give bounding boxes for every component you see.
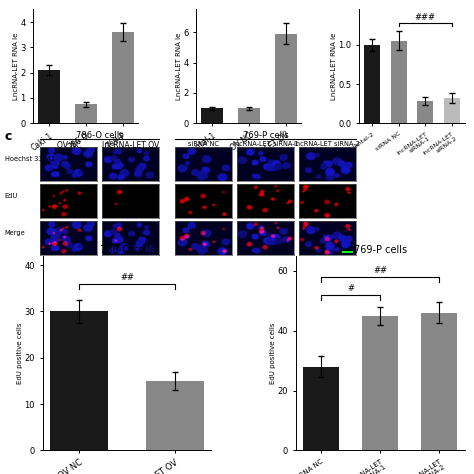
Y-axis label: EdU positive cells: EdU positive cells [17, 322, 23, 384]
Bar [417, 101, 433, 123]
Text: 786-O cells: 786-O cells [76, 131, 123, 140]
Text: ##: ## [373, 266, 387, 275]
Text: ##: ## [120, 273, 134, 282]
Bar [274, 34, 297, 123]
Text: #: # [347, 284, 354, 293]
Bar [146, 381, 204, 450]
Bar [75, 104, 97, 123]
Bar [50, 311, 108, 450]
Bar [201, 108, 223, 123]
Text: Hoechst 33342: Hoechst 33342 [5, 156, 55, 162]
Bar [421, 313, 457, 450]
Text: 769-P cells: 769-P cells [243, 131, 288, 140]
Text: lncRNA-LET OV: lncRNA-LET OV [102, 141, 159, 150]
Bar [111, 32, 134, 123]
Bar [391, 41, 407, 123]
Text: EdU: EdU [5, 193, 18, 199]
Bar [364, 45, 380, 123]
Bar [303, 366, 339, 450]
Y-axis label: LncRNA-LET RNA le: LncRNA-LET RNA le [176, 33, 182, 100]
Text: c: c [5, 130, 12, 143]
Bar [444, 98, 460, 123]
Bar [238, 108, 260, 123]
Bar [38, 70, 60, 123]
Text: Merge: Merge [5, 230, 26, 236]
Text: lncRNA-LET siRNA-1: lncRNA-LET siRNA-1 [233, 141, 298, 147]
Y-axis label: LncRNA-LET RNA le: LncRNA-LET RNA le [331, 33, 337, 100]
Title: 769-P cells: 769-P cells [354, 245, 407, 255]
Y-axis label: EdU positive cells: EdU positive cells [270, 322, 276, 384]
Text: lncRNA-LET siRNA-2: lncRNA-LET siRNA-2 [294, 141, 360, 147]
Bar [363, 316, 398, 450]
Title: 786-O cells: 786-O cells [100, 245, 155, 255]
Text: siRNA NC: siRNA NC [188, 141, 219, 147]
Text: ###: ### [415, 13, 436, 22]
Text: OV NC: OV NC [56, 141, 81, 150]
Y-axis label: LncRNA-LET RNA le: LncRNA-LET RNA le [13, 33, 19, 100]
